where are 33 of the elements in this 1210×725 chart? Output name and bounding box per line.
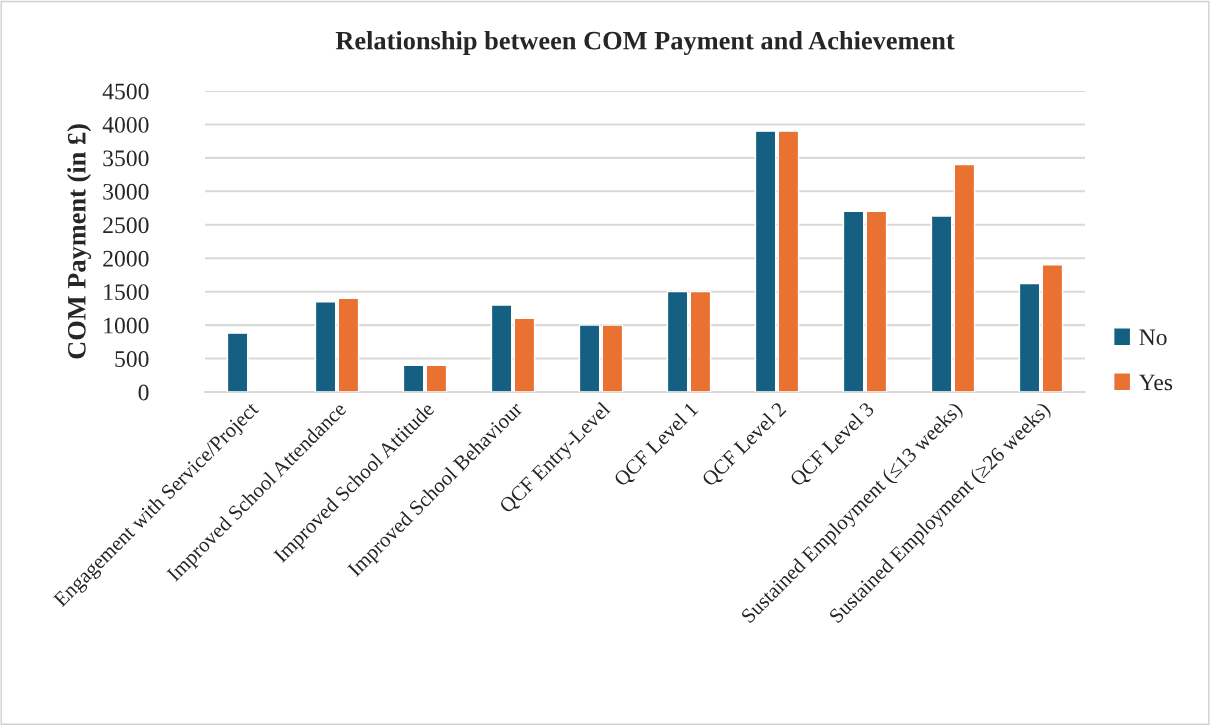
bar — [513, 317, 536, 392]
y-axis-title: COM Payment (in £) — [67, 124, 92, 359]
legend-label: No — [1139, 329, 1167, 346]
bar — [601, 324, 624, 392]
bar — [226, 332, 249, 392]
y-tick-label: 4500 — [102, 83, 149, 100]
bar — [777, 130, 800, 392]
bar — [953, 163, 976, 392]
bar — [1041, 264, 1064, 392]
bar — [1018, 282, 1041, 392]
y-tick-label: 1000 — [104, 317, 149, 334]
y-tick-label: 2500 — [103, 217, 149, 234]
y-tick-label: 1500 — [104, 284, 149, 301]
bar — [578, 324, 601, 392]
bar — [490, 304, 513, 392]
bar — [666, 290, 689, 392]
y-tick-label: 3500 — [103, 150, 149, 167]
bar — [754, 130, 777, 392]
bar — [337, 297, 360, 392]
y-tick-label: 2000 — [103, 250, 149, 267]
bar — [402, 364, 425, 392]
legend-label: Yes — [1138, 374, 1173, 391]
bar — [689, 290, 712, 392]
y-tick-label: 500 — [115, 351, 149, 367]
chart-title: Relationship between COM Payment and Achievement — [335, 31, 955, 56]
y-tick-label: 0 — [138, 384, 149, 401]
bar — [314, 301, 337, 392]
bar — [425, 364, 448, 392]
y-tick-label: 4000 — [102, 116, 149, 133]
bar — [865, 210, 888, 392]
bar — [842, 210, 865, 392]
bar — [930, 215, 953, 392]
y-tick-label: 3000 — [103, 183, 149, 200]
